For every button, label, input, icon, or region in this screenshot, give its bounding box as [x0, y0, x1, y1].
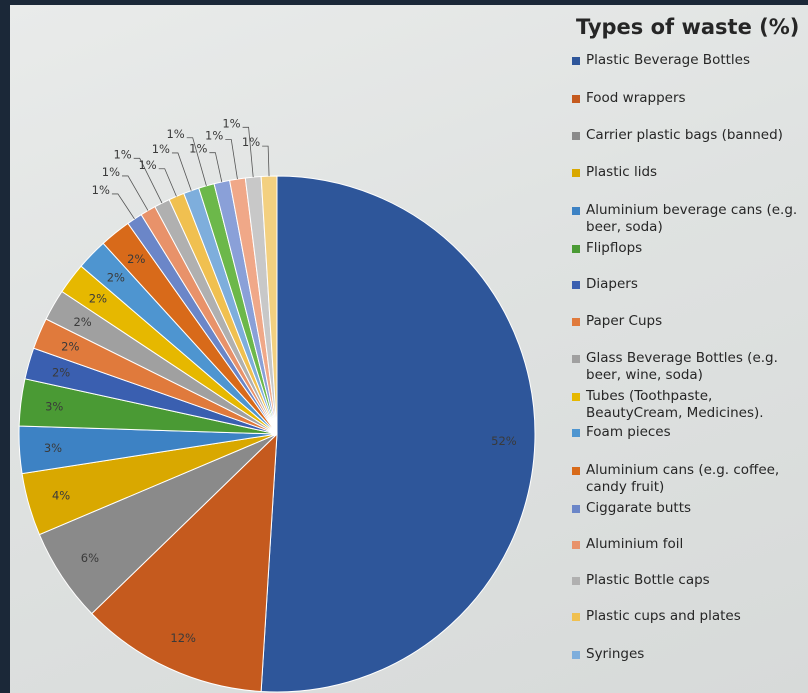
legend-swatch — [572, 318, 580, 326]
legend-label: Diapers — [586, 276, 638, 292]
legend-label: Ciggarate butts — [586, 500, 692, 516]
legend-swatch — [572, 207, 580, 215]
leader-line — [209, 152, 223, 183]
legend-swatch — [572, 613, 580, 621]
leader-line — [171, 152, 192, 191]
slice-value-label: 3% — [44, 441, 62, 455]
slice-value-label: 6% — [81, 551, 99, 565]
legend-label: Flipflops — [586, 240, 643, 256]
slice-value-label: 2% — [89, 292, 107, 306]
legend-label: Aluminium foil — [586, 536, 684, 552]
legend-label: Foam pieces — [586, 424, 671, 440]
legend-swatch — [572, 467, 580, 475]
leader-line — [111, 193, 135, 220]
slice-value-label: 1% — [138, 158, 156, 172]
slice-value-label: 52% — [491, 434, 517, 448]
slice-value-label: 2% — [107, 271, 125, 285]
legend-label: Aluminium beverage cans (e.g. beer, soda… — [586, 202, 798, 235]
legend-label: Tubes (Toothpaste, BeautyCream, Medicine… — [586, 388, 764, 421]
leader-line — [225, 139, 238, 180]
slice-value-label: 2% — [127, 252, 145, 266]
slice-value-label: 1% — [166, 127, 184, 141]
slice-value-label: 4% — [52, 488, 70, 502]
slice-value-label: 1% — [222, 116, 240, 130]
legend-label: Food wrappers — [586, 90, 686, 106]
legend-swatch — [572, 505, 580, 513]
legend-label: Glass Beverage Bottles (e.g. beer, wine,… — [586, 350, 778, 383]
slice-value-label: 1% — [113, 147, 131, 161]
legend-swatch — [572, 245, 580, 253]
legend-swatch — [572, 57, 580, 65]
pie-slice — [91, 432, 278, 693]
slice-value-label: 1% — [189, 142, 207, 156]
slice-value-label: 2% — [61, 340, 79, 354]
legend-label: Plastic lids — [586, 164, 658, 180]
leader-line — [158, 168, 177, 197]
leader-line — [262, 145, 270, 177]
legend-swatch — [572, 169, 580, 177]
legend-label: Syringes — [586, 646, 645, 662]
slice-value-label: 3% — [45, 399, 63, 413]
legend-label: Paper Cups — [586, 313, 663, 329]
legend-swatch — [572, 132, 580, 140]
legend-swatch — [572, 95, 580, 103]
leader-line — [133, 157, 163, 204]
chart-title: Types of waste (%) — [576, 15, 800, 39]
legend-label: Plastic Bottle caps — [586, 572, 710, 588]
pie-slice — [260, 175, 536, 693]
legend-swatch — [572, 541, 580, 549]
legend-label: Carrier plastic bags (banned) — [586, 127, 783, 143]
legend-swatch — [572, 577, 580, 585]
leader-line — [242, 126, 254, 178]
slice-value-label: 1% — [92, 183, 110, 197]
slice-value-label: 1% — [205, 129, 223, 143]
slice-value-label: 1% — [242, 135, 260, 149]
legend-swatch — [572, 355, 580, 363]
slice-value-label: 1% — [152, 142, 170, 156]
legend-swatch — [572, 281, 580, 289]
legend-label: Plastic Beverage Bottles — [586, 52, 751, 68]
legend-label: Plastic cups and plates — [586, 608, 741, 624]
leader-line — [122, 175, 149, 211]
legend-swatch — [572, 393, 580, 401]
slice-value-label: 2% — [73, 315, 91, 329]
legend-swatch — [572, 429, 580, 437]
legend-label: Aluminium cans (e.g. coffee, candy fruit… — [586, 462, 780, 495]
slice-value-label: 12% — [170, 631, 196, 645]
slice-value-label: 2% — [52, 366, 70, 380]
slice-value-label: 1% — [102, 165, 120, 179]
leader-line — [186, 137, 207, 186]
legend-swatch — [572, 651, 580, 659]
